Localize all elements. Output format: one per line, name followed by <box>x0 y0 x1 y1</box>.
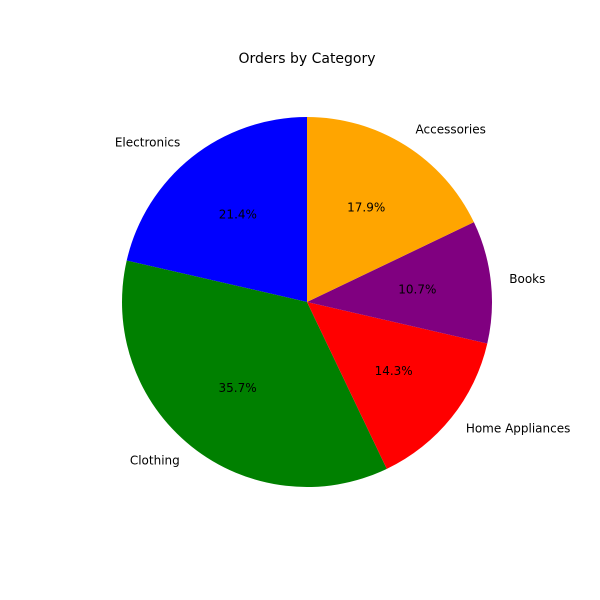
percent-label-accessories: 17.9% <box>347 201 385 215</box>
category-label-books: Books <box>509 272 545 286</box>
percent-labels: 21.4% 35.7% 14.3% 10.7% 17.9% <box>219 201 437 396</box>
percent-label-electronics: 21.4% <box>219 208 257 222</box>
percent-label-clothing: 35.7% <box>219 381 257 395</box>
percent-label-books: 10.7% <box>398 282 436 296</box>
pie-slice-clothing <box>122 260 387 487</box>
category-labels: Electronics Clothing Home Appliances Books A… <box>115 122 571 467</box>
chart-title: Orders by Category <box>238 51 375 67</box>
pie-slices <box>122 117 493 487</box>
category-label-clothing: Clothing <box>130 453 180 467</box>
pie-slice-accessories <box>307 117 474 302</box>
category-label-home-appliances: Home Appliances <box>466 422 571 436</box>
category-label-electronics: Electronics <box>115 135 180 149</box>
pie-slice-books <box>307 222 493 344</box>
percent-label-home-appliances: 14.3% <box>375 364 413 378</box>
category-label-accessories: Accessories <box>416 122 486 136</box>
pie-slice-electronics <box>126 117 308 302</box>
pie-slice-home-appliances <box>307 302 488 469</box>
